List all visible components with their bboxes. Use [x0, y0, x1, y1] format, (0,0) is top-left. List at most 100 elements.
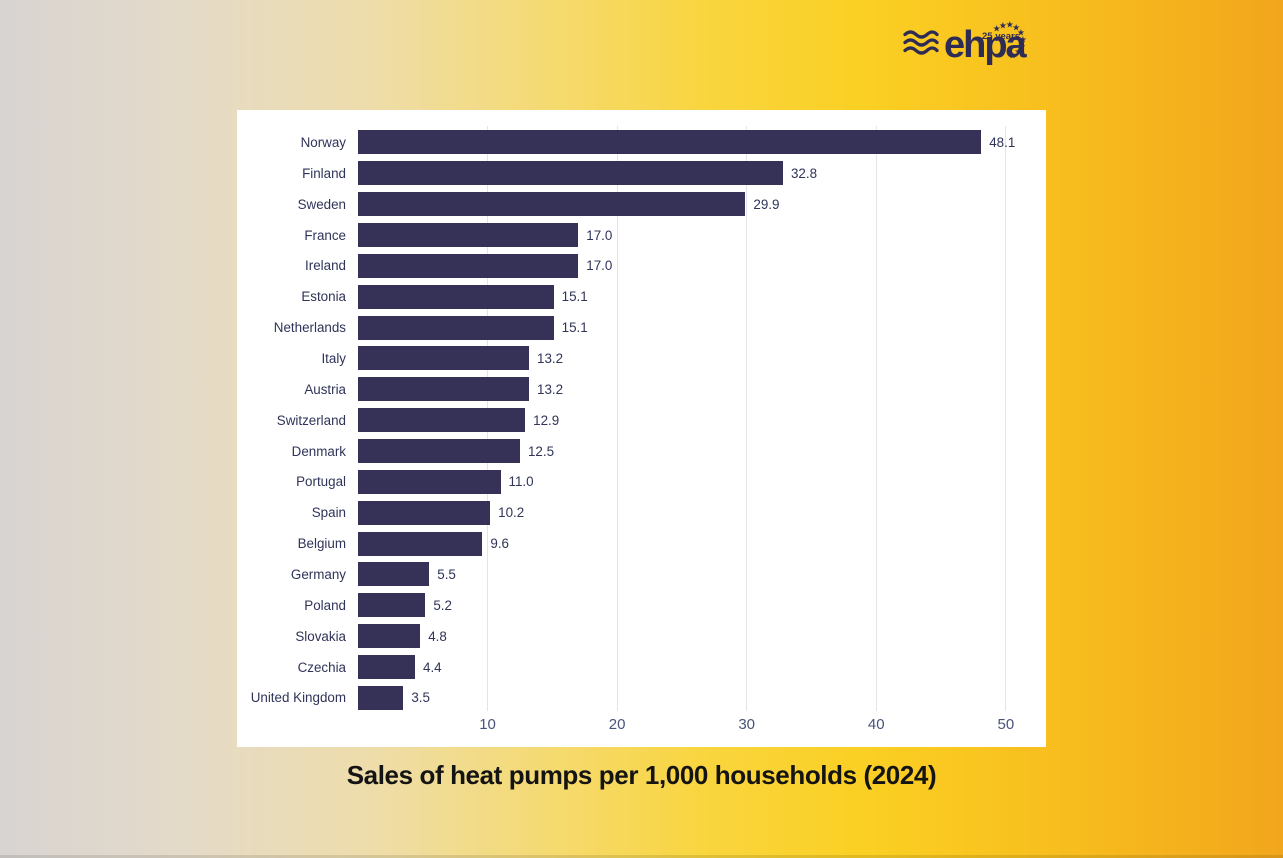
bar — [358, 500, 491, 525]
chart-row: Estonia 15.1 — [237, 281, 1046, 312]
bar — [358, 284, 554, 309]
chart-row: Austria 13.2 — [237, 374, 1046, 405]
value-label: 17.0 — [586, 227, 613, 243]
category-label: Norway — [300, 134, 346, 150]
chart-row: Netherlands 15.1 — [237, 312, 1046, 343]
bar-zone: 4.8 — [358, 624, 1046, 649]
value-label: 9.6 — [490, 536, 509, 552]
bar-zone: 32.8 — [358, 161, 1046, 186]
bar-zone: 12.9 — [358, 408, 1046, 433]
bar-zone: 13.2 — [358, 377, 1046, 402]
star-icon: ★ — [1005, 19, 1014, 30]
value-label: 10.2 — [498, 505, 525, 521]
bar — [358, 624, 421, 649]
category-label: Austria — [304, 381, 346, 397]
value-label: 12.5 — [527, 443, 555, 459]
value-label: 15.1 — [561, 320, 588, 336]
category-label: Czechia — [297, 659, 346, 675]
bar-zone: 3.5 — [358, 685, 1046, 710]
ehpa-logo: ehpa 25 years ★ ★ ★ ★ ★ ★ ★ ★ ★ — [903, 20, 1043, 82]
category-label: Spain — [311, 505, 346, 521]
value-label: 5.5 — [437, 566, 456, 582]
bar-zone: 10.2 — [358, 500, 1046, 525]
bar-zone: 15.1 — [358, 315, 1046, 340]
value-label: 5.2 — [433, 597, 452, 613]
logo-anniversary-label: 25 years — [982, 31, 1021, 42]
star-icon: ★ — [1016, 27, 1025, 38]
bar-zone: 29.9 — [358, 192, 1046, 217]
chart-row: Italy 13.2 — [237, 343, 1046, 374]
value-label: 48.1 — [989, 134, 1016, 150]
bar — [358, 161, 783, 186]
value-label: 13.2 — [537, 350, 564, 366]
logo-wordmark: ehpa — [944, 24, 1027, 66]
bar — [358, 531, 483, 556]
category-label: Estonia — [301, 289, 346, 305]
star-icon: ★ — [998, 20, 1007, 30]
bar-zone: 5.5 — [358, 562, 1046, 587]
value-label: 4.4 — [423, 659, 442, 675]
category-label: Portugal — [296, 474, 346, 490]
category-label: Germany — [290, 566, 346, 582]
bar-zone: 17.0 — [358, 253, 1046, 278]
bar — [358, 593, 426, 618]
chart-title: Sales of heat pumps per 1,000 households… — [346, 760, 937, 790]
value-label: 11.0 — [508, 474, 534, 490]
bar — [358, 439, 520, 464]
category-label: Sweden — [297, 196, 346, 212]
category-label: Slovakia — [295, 628, 346, 644]
waves-icon — [903, 30, 939, 55]
bar — [358, 408, 526, 433]
bar-zone: 12.5 — [358, 439, 1046, 464]
star-icon: ★ — [1017, 41, 1027, 51]
bottom-edge-shadow — [0, 855, 1283, 858]
chart-row: France 17.0 — [237, 220, 1046, 251]
category-label: Denmark — [291, 443, 346, 459]
x-tick-label: 20 — [608, 716, 626, 733]
x-tick-label: 40 — [867, 716, 885, 733]
category-label: Belgium — [297, 536, 346, 552]
star-icon: ★ — [1008, 50, 1017, 61]
x-tick-label: 30 — [738, 716, 756, 733]
bar — [358, 655, 415, 680]
chart-row: Germany 5.5 — [237, 559, 1046, 590]
value-label: 3.5 — [411, 690, 430, 706]
bar-zone: 13.2 — [358, 346, 1046, 371]
bar-zone: 48.1 — [358, 130, 1046, 155]
bar-zone: 17.0 — [358, 223, 1046, 247]
value-label: 12.9 — [533, 412, 560, 428]
bar — [358, 685, 404, 710]
bar — [358, 192, 746, 217]
chart-row: Switzerland 12.9 — [237, 405, 1046, 436]
x-tick-label: 10 — [479, 716, 496, 733]
bar — [358, 469, 501, 494]
star-icon: ★ — [1014, 46, 1023, 57]
chart-row: Poland 5.2 — [237, 590, 1046, 621]
chart-row: Finland 32.8 — [237, 158, 1046, 189]
x-tick-label: 50 — [997, 716, 1015, 733]
chart-row: Denmark 12.5 — [237, 436, 1046, 467]
category-label: Italy — [321, 350, 346, 366]
bar — [358, 315, 554, 340]
bar-zone: 9.6 — [358, 531, 1046, 556]
bar — [358, 377, 530, 402]
value-label: 13.2 — [537, 381, 564, 397]
bar-zone: 11.0 — [358, 469, 1046, 494]
bar — [358, 223, 579, 247]
chart-row: Portugal 11.0 — [237, 466, 1046, 497]
category-label: Ireland — [305, 258, 346, 274]
category-label: Finland — [302, 165, 346, 181]
gridline — [875, 126, 877, 711]
category-label: France — [304, 227, 346, 243]
bar — [358, 562, 430, 587]
value-label: 15.1 — [561, 289, 588, 305]
value-label: 29.9 — [753, 196, 780, 212]
chart-row: Norway 48.1 — [237, 127, 1046, 158]
value-label: 4.8 — [428, 628, 447, 644]
chart-row: United Kingdom 3.5 — [237, 682, 1046, 713]
bar-zone: 15.1 — [358, 284, 1046, 309]
bar-zone: 5.2 — [358, 593, 1046, 618]
star-icon: ★ — [1012, 22, 1021, 33]
gridline — [746, 126, 748, 711]
value-label: 17.0 — [586, 258, 613, 274]
